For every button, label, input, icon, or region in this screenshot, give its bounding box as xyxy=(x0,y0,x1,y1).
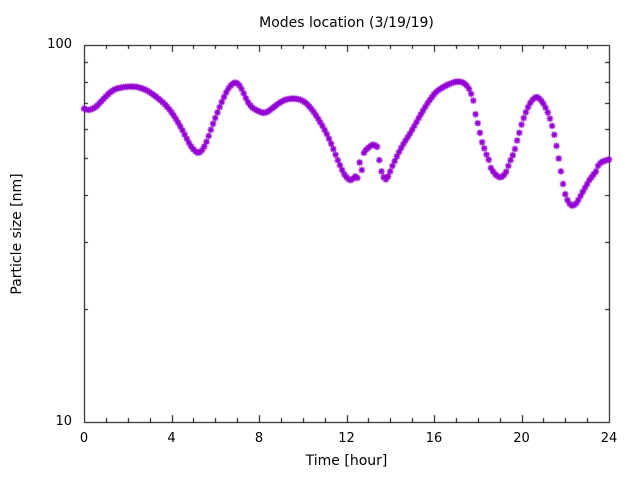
x-axis-label: Time [hour] xyxy=(305,453,388,469)
x-tick-label: 16 xyxy=(425,431,443,446)
x-tick-label: 12 xyxy=(338,431,355,446)
x-tick-label: 20 xyxy=(513,431,530,446)
x-tick-label: 24 xyxy=(600,431,618,446)
y-tick-label: 10 xyxy=(55,414,72,429)
y-axis-label: Particle size [nm] xyxy=(9,173,25,295)
x-tick-label: 0 xyxy=(79,431,89,446)
y-tick-label: 100 xyxy=(47,37,72,52)
chart-title: Modes location (3/19/19) xyxy=(259,15,434,31)
x-tick-label: 8 xyxy=(254,431,264,446)
x-tick-label: 4 xyxy=(167,431,176,446)
